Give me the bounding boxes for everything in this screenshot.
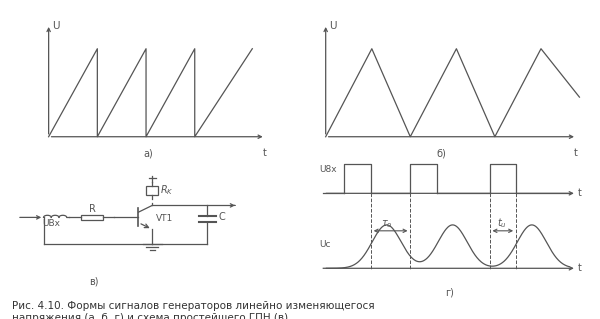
Text: $R_K$: $R_K$: [160, 183, 173, 197]
Text: U: U: [329, 21, 337, 31]
Text: C: C: [218, 212, 225, 222]
Text: U: U: [52, 21, 59, 31]
Text: $\tau_o$: $\tau_o$: [381, 218, 392, 230]
Text: в): в): [89, 277, 99, 287]
Text: R: R: [89, 204, 95, 214]
Text: $t_u$: $t_u$: [497, 216, 506, 230]
Text: г): г): [446, 287, 454, 297]
Text: U8x: U8x: [319, 165, 337, 174]
Text: t: t: [578, 263, 582, 273]
Text: а): а): [143, 148, 153, 158]
Text: Рис. 4.10. Формы сигналов генераторов линейно изменяющегося
напряжения (а, б, г): Рис. 4.10. Формы сигналов генераторов ли…: [12, 301, 374, 319]
Text: VT1: VT1: [157, 214, 173, 223]
Text: Uc: Uc: [319, 240, 331, 249]
Text: UBx: UBx: [42, 219, 60, 228]
Bar: [146, 186, 158, 195]
Text: t: t: [578, 188, 582, 198]
Bar: [80, 215, 103, 220]
Text: t: t: [263, 148, 266, 158]
Text: б): б): [436, 148, 446, 158]
Text: t: t: [574, 148, 578, 158]
